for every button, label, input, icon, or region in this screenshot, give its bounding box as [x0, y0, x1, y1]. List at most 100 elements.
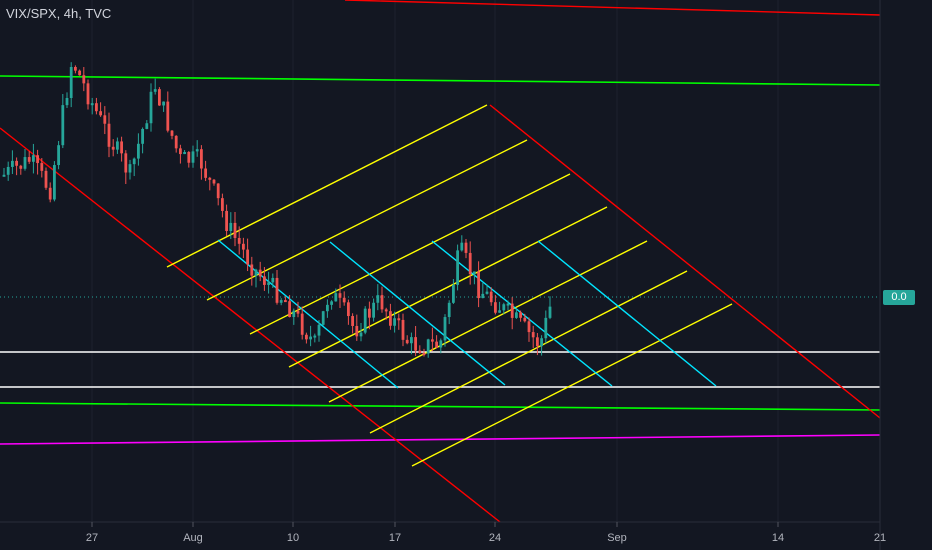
candle-body: [78, 70, 81, 76]
candle-body: [397, 318, 401, 321]
candle-body: [452, 284, 455, 303]
candle-body: [221, 198, 224, 211]
cyan-parallel-line: [537, 240, 717, 387]
candle-body: [53, 165, 56, 200]
candle-body: [132, 158, 136, 165]
candle-body: [69, 66, 73, 98]
candle-body: [250, 264, 254, 276]
candle-body: [137, 143, 140, 159]
candle-body: [2, 174, 6, 177]
candle-body: [536, 337, 539, 347]
candle-body: [489, 291, 493, 303]
candle-body: [292, 310, 296, 318]
candle-body: [141, 128, 144, 144]
candle-body: [523, 317, 527, 322]
x-tick-label: 27: [86, 532, 98, 544]
candle-body: [65, 97, 69, 106]
candle-body: [267, 282, 270, 285]
candle-body: [275, 277, 279, 303]
candle-body: [170, 130, 174, 136]
x-tick-label: 14: [772, 532, 784, 544]
candle-body: [44, 170, 48, 188]
candle-body: [384, 309, 388, 312]
candle-body: [19, 165, 23, 169]
candle-body: [389, 311, 392, 326]
grid: [91, 0, 881, 522]
candle-body: [498, 310, 501, 313]
candle-body: [326, 304, 329, 312]
candle-body: [82, 75, 86, 84]
yellow-parallel-line: [288, 206, 608, 368]
candle-body: [540, 338, 543, 347]
candle-body: [57, 145, 60, 166]
candle-body: [405, 339, 409, 344]
candle-body: [208, 177, 212, 180]
candle-body: [414, 337, 417, 351]
candle-body: [342, 297, 346, 303]
green-trendline-lower: [0, 402, 881, 411]
candle-body: [279, 300, 283, 303]
candle-body: [216, 183, 220, 199]
candle-body: [426, 339, 430, 354]
candle-body: [124, 153, 128, 173]
candle-body: [447, 302, 451, 318]
candle-body: [422, 353, 426, 356]
green-trendline-upper: [0, 75, 881, 86]
candle-body: [502, 304, 506, 311]
candle-body: [99, 111, 102, 116]
candle-body: [36, 155, 39, 164]
last-price-badge: 0.0: [883, 290, 915, 305]
candle-body: [174, 135, 178, 149]
candle-body: [485, 291, 489, 294]
candle-body: [195, 149, 199, 152]
candle-body: [410, 337, 413, 344]
candle-body: [380, 295, 384, 310]
candle-body: [527, 321, 531, 333]
candle-body: [359, 332, 363, 337]
x-tick-label: 10: [287, 532, 299, 544]
candle-body: [515, 312, 518, 318]
candle-body: [95, 103, 98, 112]
candle-body: [162, 101, 165, 106]
x-tick-label: Sep: [607, 532, 627, 544]
candle-body: [506, 303, 510, 306]
candle-body: [111, 146, 115, 150]
candle-body: [418, 350, 422, 354]
candles-layer: [2, 62, 552, 358]
candle-body: [271, 277, 275, 283]
candle-body: [468, 252, 472, 275]
candle-body: [460, 242, 464, 251]
candle-body: [103, 115, 107, 124]
candle-body: [120, 141, 123, 154]
candle-body: [61, 105, 65, 146]
candle-body: [23, 157, 27, 169]
candle-body: [258, 269, 262, 277]
candle-body: [313, 335, 317, 338]
candle-body: [401, 319, 405, 340]
candle-body: [246, 249, 249, 265]
x-axis: 27 Aug 10 17 24 Sep 14 21: [0, 521, 886, 544]
candle-body: [158, 89, 161, 106]
candle-body: [544, 317, 548, 339]
candle-body: [74, 66, 77, 71]
candle-body: [48, 187, 52, 200]
candle-body: [347, 302, 350, 317]
candle-body: [237, 237, 241, 244]
candle-body: [305, 334, 308, 340]
candle-body: [376, 295, 380, 303]
candle-body: [393, 318, 396, 326]
red-channel-top: [344, 0, 881, 16]
yellow-parallel-line: [249, 173, 571, 335]
candle-body: [456, 250, 459, 285]
candle-body: [128, 164, 132, 173]
candle-body: [263, 276, 266, 285]
candle-body: [431, 339, 434, 342]
candle-body: [191, 151, 195, 163]
candle-body: [40, 163, 44, 171]
candle-body: [435, 341, 438, 348]
candle-body: [477, 271, 480, 299]
candle-body: [519, 312, 522, 318]
candle-body: [494, 302, 497, 313]
